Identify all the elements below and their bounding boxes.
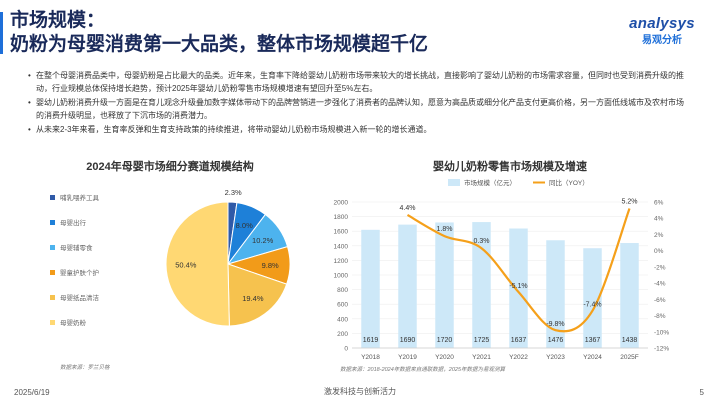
yoy-line bbox=[406, 208, 631, 333]
bar-data-label: 1637 bbox=[511, 337, 527, 344]
left-axis-tick: 200 bbox=[337, 331, 348, 338]
right-axis-tick: -6% bbox=[654, 297, 666, 304]
x-axis-tick: Y2023 bbox=[546, 354, 565, 361]
legend-label-bar: 市场规模（亿元） bbox=[464, 178, 516, 187]
pie-data-label: 8.0% bbox=[236, 221, 253, 230]
bullet-item: 在整个母婴消费品类中，母婴奶粉是占比最大的品类。近年来，生育率下降给婴幼儿奶粉市… bbox=[28, 70, 688, 95]
right-axis-tick: -2% bbox=[654, 264, 666, 271]
x-axis-tick: Y2024 bbox=[583, 354, 602, 361]
x-axis-tick: Y2019 bbox=[398, 354, 417, 361]
left-axis-tick: 1000 bbox=[334, 273, 349, 280]
x-axis-tick: Y2021 bbox=[472, 354, 491, 361]
pie-legend-label: 哺乳喂养工具 bbox=[60, 193, 100, 202]
right-axis-tick: 0% bbox=[654, 248, 664, 255]
pie-data-label: 19.4% bbox=[242, 294, 264, 303]
bar bbox=[620, 243, 639, 348]
pie-data-label: 2.3% bbox=[225, 188, 242, 197]
pie-legend-label: 母婴奶粉 bbox=[60, 318, 87, 327]
bar-data-label: 1720 bbox=[437, 337, 453, 344]
bullet-item: 从未来2-3年来看，生育率反弹和生育支持政策的持续推进，将带动婴幼儿奶粉市场规模… bbox=[28, 124, 688, 137]
pie-legend-label: 母婴出行 bbox=[60, 218, 87, 227]
pie-legend-swatch bbox=[50, 320, 55, 325]
left-axis-tick: 800 bbox=[337, 287, 348, 294]
title-accent-bar bbox=[0, 12, 3, 54]
pie-data-label: 9.8% bbox=[262, 261, 279, 270]
title-line-1: 市场规模： bbox=[10, 10, 106, 31]
right-axis-tick: 2% bbox=[654, 232, 664, 239]
pie-legend-label: 母婴纸品清洁 bbox=[60, 293, 100, 302]
left-axis-tick: 400 bbox=[337, 316, 348, 323]
bar-data-label: 1367 bbox=[585, 337, 601, 344]
legend-label-line: 同比（YOY） bbox=[549, 178, 589, 187]
footer-date: 2025/6/19 bbox=[14, 388, 50, 397]
right-axis-tick: -8% bbox=[654, 313, 666, 320]
line-data-label: -5.1% bbox=[509, 283, 527, 290]
right-axis-tick: 6% bbox=[654, 200, 664, 207]
page-number: 5 bbox=[699, 388, 704, 397]
pie-legend-swatch bbox=[50, 220, 55, 225]
bar-data-label: 1438 bbox=[622, 337, 638, 344]
page-title: 市场规模： 奶粉为母婴消费第一大品类，整体市场规模超千亿 bbox=[10, 9, 428, 57]
x-axis-tick: Y2020 bbox=[435, 354, 454, 361]
bar-data-label: 1690 bbox=[400, 337, 416, 344]
x-axis-tick: Y2022 bbox=[509, 354, 528, 361]
legend-swatch-bar bbox=[448, 179, 460, 186]
left-axis-tick: 600 bbox=[337, 302, 348, 309]
line-data-label: 5.2% bbox=[622, 198, 638, 205]
bar-source-note: 数据来源：2018-2024年数据来自通联数据，2025年数据为易观测算 bbox=[340, 367, 506, 373]
bullet-list: 在整个母婴消费品类中，母婴奶粉是占比最大的品类。近年来，生育率下降给婴幼儿奶粉市… bbox=[28, 70, 688, 139]
logo-subtitle: 易观分析 bbox=[642, 35, 682, 46]
bar bbox=[509, 228, 528, 348]
bar bbox=[398, 224, 417, 348]
left-axis-tick: 1200 bbox=[334, 258, 349, 265]
bar bbox=[361, 229, 380, 348]
x-axis-tick: Y2018 bbox=[361, 354, 380, 361]
pie-chart-title: 2024年母婴市场细分赛道规模结构 bbox=[86, 161, 254, 173]
pie-source-note: 数据来源：罗兰贝格 bbox=[60, 365, 110, 371]
bar-chart-title: 婴幼儿奶粉零售市场规模及增速 bbox=[433, 161, 587, 173]
line-data-label: -9.8% bbox=[546, 321, 564, 328]
pie-data-label: 50.4% bbox=[175, 260, 197, 269]
line-data-label: 4.4% bbox=[400, 205, 416, 212]
line-data-label: -7.4% bbox=[583, 302, 601, 309]
bar bbox=[435, 222, 454, 348]
bar-data-label: 1476 bbox=[548, 337, 564, 344]
right-axis-tick: -10% bbox=[654, 329, 669, 336]
analysys-logo: analysys 易观分析 bbox=[618, 15, 706, 46]
left-axis-tick: 1800 bbox=[334, 214, 349, 221]
pie-legend-label: 婴童护肤个护 bbox=[60, 268, 99, 277]
left-axis-tick: 1400 bbox=[334, 243, 349, 250]
bar-data-label: 1725 bbox=[474, 337, 490, 344]
pie-data-label: 10.2% bbox=[252, 236, 274, 245]
pie-legend-swatch bbox=[50, 245, 55, 250]
bar bbox=[583, 248, 602, 348]
right-axis-tick: -12% bbox=[654, 346, 669, 353]
pie-legend-swatch bbox=[50, 270, 55, 275]
pie-chart: 2.3% 8.0% 10.2% 9.8% 19.4% 50.4% 哺乳喂养工具母婴出行母婴辅… bbox=[50, 188, 291, 327]
left-axis-tick: 2000 bbox=[334, 200, 349, 207]
x-axis-tick: 2025F bbox=[620, 354, 638, 361]
bar bbox=[546, 240, 565, 348]
left-axis-tick: 0 bbox=[344, 346, 348, 353]
line-data-label: 1.8% bbox=[437, 226, 453, 233]
bar-data-label: 1619 bbox=[363, 337, 379, 344]
pie-legend-swatch bbox=[50, 195, 55, 200]
logo-wordmark: analysys bbox=[629, 15, 695, 32]
bar-line-chart: 0 200 400 600 800 1000 1200 1400 1600 1800 2000 6% 4… bbox=[334, 178, 670, 361]
footer-slogan: 激发科技与创新活力 bbox=[324, 387, 396, 396]
pie-legend-swatch bbox=[50, 295, 55, 300]
right-axis-tick: 4% bbox=[654, 216, 664, 223]
pie-slice-4 bbox=[227, 263, 288, 327]
line-data-label: 0.3% bbox=[474, 238, 490, 245]
right-axis-tick: -4% bbox=[654, 281, 666, 288]
left-axis-tick: 1600 bbox=[334, 229, 349, 236]
bullet-item: 婴幼儿奶粉消费升级一方面是在育儿观念升级叠加数字媒体带动下的品牌营销进一步强化了… bbox=[28, 97, 688, 122]
pie-slice-5 bbox=[165, 201, 230, 327]
pie-legend-label: 母婴辅零食 bbox=[60, 243, 93, 252]
title-line-2: 奶粉为母婴消费第一大品类，整体市场规模超千亿 bbox=[10, 34, 429, 55]
